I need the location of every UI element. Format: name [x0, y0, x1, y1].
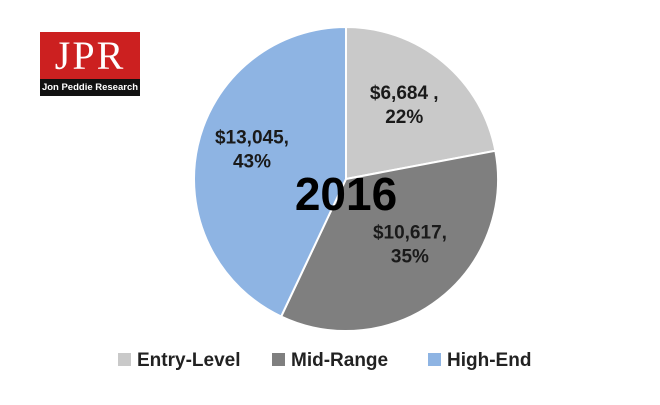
- slice-value-label-high-end: $13,045,: [215, 128, 289, 149]
- slice-percent-label-high-end: 43%: [233, 152, 271, 173]
- legend: Entry-Level Mid-Range High-End: [118, 350, 531, 371]
- logo-letters: JPR: [54, 33, 126, 78]
- legend-swatch-high-end: [428, 353, 441, 366]
- legend-swatch-entry-level: [118, 353, 131, 366]
- logo-tagline-bar: Jon Peddie Research: [40, 79, 140, 96]
- slice-value-label-mid-range: $10,617,: [373, 223, 447, 244]
- slice-value-label-entry-level: $6,684 ,: [370, 83, 439, 104]
- slice-percent-label-entry-level: 22%: [385, 107, 423, 128]
- legend-swatch-mid-range: [272, 353, 285, 366]
- legend-label-mid-range: Mid-Range: [291, 350, 388, 371]
- pie-slice-high-end: [193, 25, 347, 318]
- slice-labels-layer: $6,684 , 22% $10,617, 35% $13,045, 43%: [215, 83, 447, 268]
- pie-slice-entry-level: [345, 25, 497, 181]
- slices-layer: [193, 25, 499, 332]
- slice-percent-label-mid-range: 35%: [391, 247, 429, 268]
- legend-label-entry-level: Entry-Level: [137, 350, 240, 371]
- pie-slice-mid-range: [279, 149, 499, 332]
- chart-title: 2016: [295, 168, 397, 220]
- legend-label-high-end: High-End: [447, 350, 531, 371]
- jpr-logo: JPR Jon Peddie Research: [40, 32, 140, 96]
- logo-tagline: Jon Peddie Research: [41, 82, 139, 93]
